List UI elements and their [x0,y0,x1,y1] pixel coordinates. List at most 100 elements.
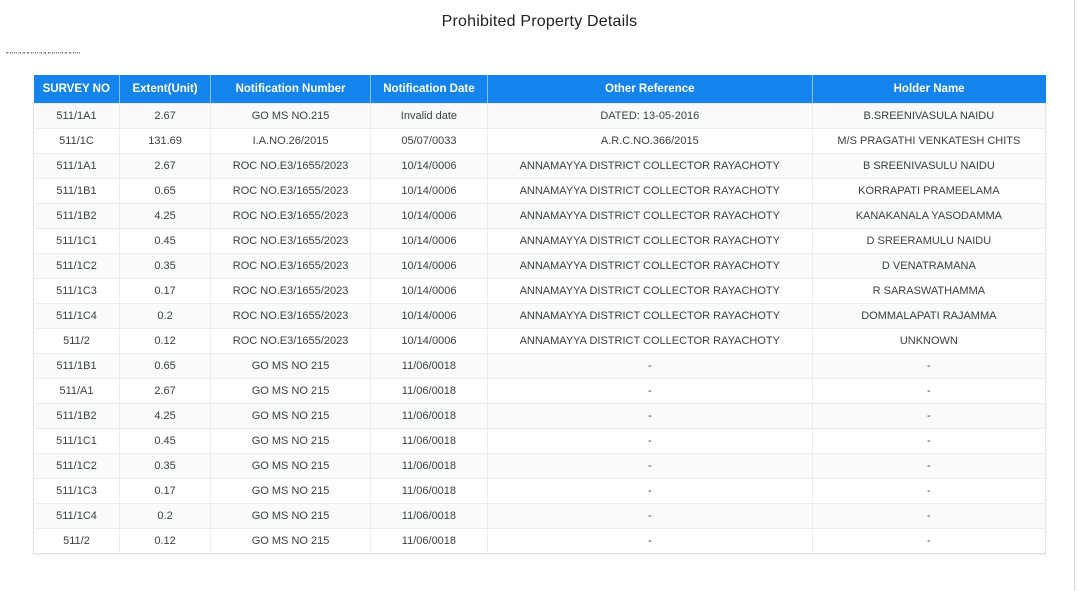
cell-survey-no: 511/2 [32,527,121,554]
cell-other-reference: ANNAMAYYA DISTRICT COLLECTOR RAYACHOTY [486,177,813,204]
table-row: 511/1B2 4.25 GO MS NO 215 11/06/0018 - - [32,402,1047,429]
cell-notification-date: 10/14/0006 [369,152,488,179]
cell-holder-name: KANAKANALA YASODAMMA [811,202,1047,229]
table-row: 511/1B2 4.25 ROC NO.E3/1655/2023 10/14/0… [32,202,1047,229]
table-row: 511/1B1 0.65 ROC NO.E3/1655/2023 10/14/0… [32,177,1047,204]
cell-notification-number: GO MS NO 215 [210,502,371,529]
cell-notification-number: ROC NO.E3/1655/2023 [210,252,371,279]
cell-extent-unit: 0.2 [119,502,212,529]
cell-other-reference: A.R.C.NO.366/2015 [486,127,813,154]
cell-holder-name: UNKNOWN [811,327,1047,354]
cell-holder-name: - [811,427,1047,454]
table-row: 511/1C2 0.35 ROC NO.E3/1655/2023 10/14/0… [32,252,1047,279]
cell-extent-unit: 0.17 [119,477,212,504]
cell-extent-unit: 2.67 [119,102,212,129]
column-header-other-reference: Other Reference [487,75,813,103]
cell-holder-name: - [811,502,1047,529]
cell-notification-date: 11/06/0018 [369,477,488,504]
page-title: Prohibited Property Details [441,13,638,30]
cell-notification-number: GO MS NO 215 [210,377,371,404]
cell-extent-unit: 0.45 [119,227,212,254]
cell-notification-number: ROC NO.E3/1655/2023 [210,152,371,179]
cell-notification-date: 11/06/0018 [369,452,488,479]
table-row: 511/1B1 0.65 GO MS NO 215 11/06/0018 - - [32,352,1047,379]
cell-notification-date: 11/06/0018 [369,402,488,429]
cell-notification-date: 10/14/0006 [369,302,488,329]
cell-notification-date: 10/14/0006 [369,202,488,229]
cell-notification-date: 05/07/0033 [369,127,488,154]
prohibited-property-table: SURVEY NO Extent(Unit) Notification Numb… [32,75,1047,554]
cell-holder-name: - [811,477,1047,504]
table-row: 511/1C2 0.35 GO MS NO 215 11/06/0018 - - [32,452,1047,479]
cell-holder-name: - [811,452,1047,479]
cell-other-reference: - [486,402,813,429]
cell-other-reference: ANNAMAYYA DISTRICT COLLECTOR RAYACHOTY [486,252,813,279]
cell-survey-no: 511/1C3 [32,277,121,304]
table-row: 511/1A1 2.67 ROC NO.E3/1655/2023 10/14/0… [32,152,1047,179]
cell-other-reference: ANNAMAYYA DISTRICT COLLECTOR RAYACHOTY [486,202,813,229]
column-header-survey-no: SURVEY NO [33,75,121,103]
cell-holder-name: - [811,402,1047,429]
table-row: 511/1C4 0.2 GO MS NO 215 11/06/0018 - - [32,502,1047,529]
cell-extent-unit: 2.67 [119,377,212,404]
table-header: SURVEY NO Extent(Unit) Notification Numb… [33,75,1046,103]
table-row: 511/2 0.12 ROC NO.E3/1655/2023 10/14/000… [32,327,1047,354]
cell-notification-date: 10/14/0006 [369,227,488,254]
cell-notification-number: GO MS NO 215 [210,527,371,554]
cell-holder-name: - [811,377,1047,404]
cell-extent-unit: 0.65 [119,177,212,204]
cell-extent-unit: 0.17 [119,277,212,304]
cell-survey-no: 511/1C2 [32,252,121,279]
column-header-holder-name: Holder Name [812,75,1046,103]
cell-holder-name: B SREENIVASULU NAIDU [811,152,1047,179]
column-header-notification-number: Notification Number [210,75,371,103]
cell-notification-date: 11/06/0018 [369,352,488,379]
cell-survey-no: 511/1B1 [32,177,121,204]
cell-survey-no: 511/1A1 [32,102,121,129]
cell-survey-no: 511/1C3 [32,477,121,504]
cell-extent-unit: 4.25 [119,202,212,229]
cell-holder-name: M/S PRAGATHI VENKATESH CHITS [811,127,1047,154]
cell-notification-date: Invalid date [369,102,488,129]
table-row: 511/1C3 0.17 GO MS NO 215 11/06/0018 - - [32,477,1047,504]
cell-notification-number: GO MS NO 215 [210,427,371,454]
cell-other-reference: ANNAMAYYA DISTRICT COLLECTOR RAYACHOTY [486,277,813,304]
cell-notification-number: ROC NO.E3/1655/2023 [210,277,371,304]
cell-survey-no: 511/1B2 [32,402,121,429]
cell-extent-unit: 131.69 [119,127,212,154]
cell-notification-date: 10/14/0006 [369,277,488,304]
cell-holder-name: - [811,527,1047,554]
table-row: 511/1C 131.69 I.A.NO.26/2015 05/07/0033 … [32,127,1047,154]
table-row: 511/1C4 0.2 ROC NO.E3/1655/2023 10/14/00… [32,302,1047,329]
cell-notification-number: ROC NO.E3/1655/2023 [210,202,371,229]
cell-notification-number: GO MS NO 215 [210,402,371,429]
cell-survey-no: 511/1C1 [32,427,121,454]
cell-notification-number: ROC NO.E3/1655/2023 [210,227,371,254]
column-header-notification-date: Notification Date [370,75,488,103]
cell-survey-no: 511/1B1 [32,352,121,379]
page-right-border [1074,0,1075,591]
cell-notification-date: 10/14/0006 [369,327,488,354]
cell-other-reference: ANNAMAYYA DISTRICT COLLECTOR RAYACHOTY [486,327,813,354]
table-row: 511/2 0.12 GO MS NO 215 11/06/0018 - - [32,527,1047,554]
cell-survey-no: 511/1A1 [32,152,121,179]
cell-notification-date: 11/06/0018 [369,377,488,404]
cell-survey-no: 511/1C [32,127,121,154]
cell-notification-number: ROC NO.E3/1655/2023 [210,327,371,354]
cell-other-reference: - [486,427,813,454]
cell-holder-name: D SREERAMULU NAIDU [811,227,1047,254]
cell-notification-number: I.A.NO.26/2015 [210,127,371,154]
table-body: 511/1A1 2.67 GO MS NO.215 Invalid date D… [32,102,1047,554]
cell-extent-unit: 0.35 [119,252,212,279]
cell-notification-number: GO MS NO 215 [210,477,371,504]
table-row: 511/1C3 0.17 ROC NO.E3/1655/2023 10/14/0… [32,277,1047,304]
cell-survey-no: 511/A1 [32,377,121,404]
cell-other-reference: - [486,502,813,529]
cell-notification-date: 11/06/0018 [369,527,488,554]
cell-survey-no: 511/1C2 [32,452,121,479]
cell-notification-date: 10/14/0006 [369,252,488,279]
cell-holder-name: KORRAPATI PRAMEELAMA [811,177,1047,204]
cell-other-reference: ANNAMAYYA DISTRICT COLLECTOR RAYACHOTY [486,152,813,179]
cell-extent-unit: 0.12 [119,327,212,354]
table-row: 511/A1 2.67 GO MS NO 215 11/06/0018 - - [32,377,1047,404]
